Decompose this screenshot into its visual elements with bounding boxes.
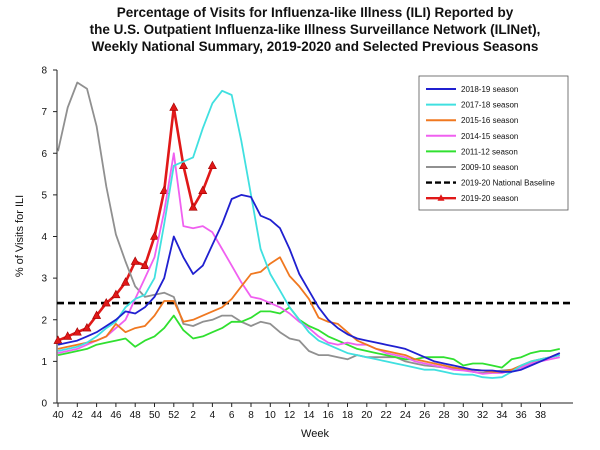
series-2011-12-season	[57, 306, 560, 369]
series-point-marker	[53, 335, 63, 344]
series-point-marker	[111, 289, 121, 299]
chart-legend: 2018-19 season 2017-18 season 2015-16 seas…	[418, 75, 569, 211]
y-axis-title: % of Visits for ILI	[14, 195, 26, 277]
x-axis-title: Week	[301, 428, 329, 440]
x-tick-label: 2	[190, 410, 196, 421]
legend-label: 2019-20 season	[461, 194, 518, 203]
y-tick-label: 4	[41, 232, 47, 243]
y-tick-label: 8	[41, 66, 47, 77]
x-tick-label: 32	[477, 410, 489, 421]
legend-label: 2014-15 season	[461, 132, 518, 141]
x-tick-label: 50	[149, 410, 161, 421]
x-tick-label: 20	[361, 410, 373, 421]
y-tick-label: 0	[41, 399, 47, 410]
series-point-marker	[101, 297, 111, 307]
series-2015-16-season	[57, 256, 561, 373]
x-tick-label: 46	[110, 410, 122, 421]
x-tick-label: 8	[248, 410, 254, 421]
y-tick-label: 3	[41, 274, 47, 285]
x-tick-label: 10	[265, 410, 277, 421]
x-tick-label: 52	[168, 410, 180, 421]
legend-label: 2011-12 season	[461, 147, 518, 156]
series-point-marker	[92, 310, 102, 319]
legend-box	[418, 75, 569, 211]
x-tick-label: 12	[284, 410, 296, 421]
series-line	[57, 152, 560, 375]
series-point-marker	[169, 102, 179, 111]
legend-entry: 2011-12 season	[426, 147, 518, 156]
x-tick-label: 42	[72, 410, 84, 421]
series-line	[57, 256, 561, 373]
y-tick-label: 5	[41, 190, 47, 201]
x-tick-label: 36	[516, 410, 528, 421]
series-point-marker	[150, 231, 159, 240]
series-point-marker	[82, 322, 92, 332]
series-line	[57, 306, 560, 369]
y-tick-label: 2	[41, 315, 47, 326]
legend-entry: 2019-20 season	[426, 194, 518, 203]
series-line	[57, 89, 560, 379]
legend-entry: 2017-18 season	[426, 101, 518, 110]
series-point-marker	[63, 331, 73, 340]
x-axis-ticks: 40 42 44 46 48 50 52 2 4 6 8 10 12 14 16 18 20 22 24 26 28 30…	[52, 403, 546, 421]
series-point-marker	[121, 277, 131, 286]
y-tick-label: 7	[41, 107, 47, 118]
series-point-marker	[188, 202, 198, 211]
x-tick-label: 16	[323, 410, 335, 421]
x-tick-label: 38	[535, 410, 547, 421]
series-layer	[53, 81, 561, 379]
chart-title-line-1: Percentage of Visits for Influenza-like …	[117, 5, 514, 20]
legend-entry: 2019-20 National Baseline	[426, 179, 555, 188]
y-tick-label: 1	[41, 357, 47, 368]
x-tick-label: 24	[400, 410, 412, 421]
series-2019-20-season	[53, 102, 217, 344]
x-tick-label: 22	[381, 410, 393, 421]
legend-entry: 2009-10 season	[426, 163, 518, 172]
x-tick-label: 40	[52, 410, 64, 421]
x-tick-label: 26	[419, 410, 431, 421]
series-point-marker	[178, 160, 188, 170]
series-line	[57, 193, 561, 373]
series-point-marker	[130, 256, 140, 265]
series-point-marker	[159, 185, 169, 195]
legend-entry: 2018-19 season	[426, 85, 518, 94]
x-tick-label: 14	[303, 410, 315, 421]
y-axis-ticks: 0 1 2 3 4 5 6 7 8	[41, 66, 57, 410]
chart-title-line-2: the U.S. Outpatient Influenza-like Illne…	[90, 22, 541, 37]
legend-marker	[437, 194, 445, 201]
legend-label: 2018-19 season	[461, 85, 518, 94]
x-tick-label: 30	[458, 410, 470, 421]
series-point-marker	[198, 185, 208, 195]
legend-label: 2017-18 season	[461, 101, 518, 110]
series-2014-15-season	[57, 152, 560, 375]
legend-label: 2019-20 National Baseline	[461, 179, 555, 188]
legend-label: 2009-10 season	[461, 163, 518, 172]
x-tick-label: 28	[438, 410, 450, 421]
x-tick-label: 34	[496, 410, 508, 421]
x-tick-label: 4	[210, 410, 216, 421]
series-point-marker	[140, 260, 150, 269]
x-tick-label: 18	[342, 410, 354, 421]
y-tick-label: 6	[41, 149, 47, 160]
series-point-marker	[207, 160, 217, 170]
legend-entry: 2014-15 season	[426, 132, 518, 141]
x-tick-label: 44	[91, 410, 103, 421]
series-point-marker	[72, 327, 82, 336]
chart-title-line-3: Weekly National Summary, 2019-2020 and S…	[92, 39, 539, 54]
series-line	[57, 106, 214, 342]
legend-label: 2015-16 season	[461, 116, 518, 125]
legend-entry: 2015-16 season	[426, 116, 518, 125]
x-tick-label: 6	[229, 410, 235, 421]
series-2017-18-season	[57, 89, 560, 379]
series-2018-19-season	[57, 193, 561, 373]
x-tick-label: 48	[130, 410, 142, 421]
